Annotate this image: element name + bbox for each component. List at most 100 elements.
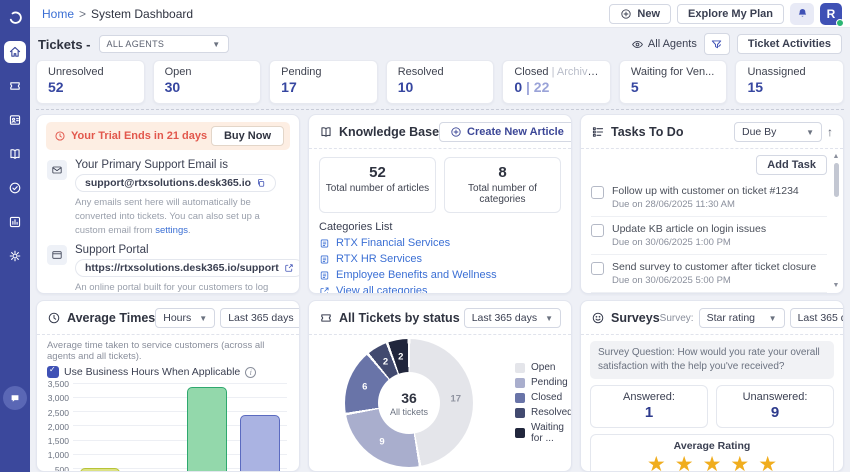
ticket-activities-button[interactable]: Ticket Activities bbox=[736, 34, 842, 54]
breadcrumb-separator: > bbox=[79, 6, 87, 21]
gridline bbox=[73, 453, 287, 455]
chevron-down-icon: ▼ bbox=[212, 39, 221, 49]
donut-chart[interactable]: 17 9 6 2 2 36 All tickets bbox=[345, 339, 473, 467]
y-tick-label: 1,000 bbox=[47, 450, 69, 461]
bar-plot-area: First AssignedFirst RepliedResolvedClose… bbox=[73, 383, 287, 471]
category-link[interactable]: RTX HR Services bbox=[319, 253, 561, 265]
y-tick-label: 3,500 bbox=[47, 379, 69, 389]
slice-value-label: 6 bbox=[362, 381, 368, 393]
legend-swatch bbox=[515, 392, 525, 403]
survey-range-dropdown[interactable]: Last 365 d...▼ bbox=[789, 308, 843, 328]
scroll-down-icon[interactable]: ▼ bbox=[832, 282, 840, 289]
create-article-button[interactable]: Create New Article bbox=[439, 122, 571, 142]
settings-link[interactable]: settings bbox=[155, 224, 188, 236]
ticket-status-card[interactable]: Closed | Archived 0 | 22 bbox=[502, 60, 611, 104]
y-tick-label: 2,500 bbox=[47, 407, 69, 418]
browser-window-icon bbox=[47, 245, 67, 266]
add-task-button[interactable]: Add Task bbox=[756, 155, 827, 175]
primary-email-section: Your Primary Support Email is support@rt… bbox=[37, 156, 299, 237]
ticket-status-card[interactable]: Waiting for Ven... 5 bbox=[618, 60, 728, 104]
portal-note: An online portal built for your customer… bbox=[75, 282, 269, 294]
new-button[interactable]: New bbox=[609, 3, 672, 24]
unit-dropdown[interactable]: Hours ▼ bbox=[155, 308, 216, 328]
tickets-toolbar: Tickets - ALL AGENTS ▼ All Agents Ticket … bbox=[36, 30, 844, 58]
breadcrumb-home-link[interactable]: Home bbox=[42, 6, 75, 21]
agents-dropdown[interactable]: ALL AGENTS ▼ bbox=[98, 35, 229, 53]
online-status-dot bbox=[836, 18, 844, 27]
sidebar-item-home[interactable] bbox=[4, 41, 26, 63]
knowledge-base-panel: Knowledge Base Create New Article 52 Tot… bbox=[308, 114, 572, 294]
legend-swatch bbox=[515, 407, 525, 418]
explore-plan-button[interactable]: Explore My Plan bbox=[677, 3, 784, 24]
copy-icon[interactable] bbox=[256, 178, 266, 188]
trial-info-panel: Your Trial Ends in 21 days Buy Now Your … bbox=[36, 114, 300, 294]
average-times-title: Average Times bbox=[67, 311, 156, 325]
survey-type-dropdown[interactable]: Star rating ▼ bbox=[698, 308, 785, 328]
tasks-scrollbar[interactable]: ▲ ▼ bbox=[832, 153, 840, 289]
sidebar-item-settings[interactable] bbox=[4, 245, 26, 267]
buy-now-button[interactable]: Buy Now bbox=[210, 126, 284, 146]
status-range-dropdown[interactable]: Last 365 days ▼ bbox=[463, 308, 561, 328]
info-icon[interactable]: i bbox=[245, 366, 257, 378]
sidebar-item-tickets[interactable] bbox=[4, 75, 26, 97]
article-icon bbox=[320, 255, 329, 263]
category-link[interactable]: Employee Benefits and Wellness bbox=[319, 269, 561, 281]
ticket-status-card[interactable]: Pending 17 bbox=[269, 60, 378, 104]
survey-question: Survey Question: How would you rate your… bbox=[590, 341, 834, 379]
filter-button[interactable] bbox=[703, 33, 730, 55]
gridline bbox=[73, 467, 287, 469]
all-agents-view-toggle[interactable]: All Agents bbox=[631, 38, 697, 51]
ticket-status-card[interactable]: Open 30 bbox=[152, 60, 262, 104]
scrollbar-thumb[interactable] bbox=[833, 163, 839, 197]
category-link[interactable]: RTX Financial Services bbox=[319, 237, 561, 249]
help-chat-button[interactable] bbox=[3, 386, 27, 410]
average-rating-card: Average Rating ★★★★★ bbox=[590, 434, 834, 471]
ticket-icon bbox=[321, 314, 331, 322]
business-hours-checkbox[interactable] bbox=[47, 365, 59, 378]
sidebar-item-tasks[interactable] bbox=[4, 177, 26, 199]
bell-icon bbox=[798, 8, 806, 17]
answered-card: Answered: 1 bbox=[590, 385, 708, 428]
sidebar-item-contacts[interactable] bbox=[4, 109, 26, 131]
y-tick-label: 1,500 bbox=[47, 436, 69, 447]
due-by-dropdown[interactable]: Due By ▼ bbox=[734, 122, 822, 142]
slice-value-label: 2 bbox=[398, 351, 404, 363]
view-all-categories-link[interactable]: View all categories bbox=[319, 285, 561, 293]
ticket-status-card[interactable]: Resolved 10 bbox=[385, 60, 495, 104]
user-avatar[interactable]: R bbox=[820, 2, 844, 27]
task-item: Send survey to customer after ticket clo… bbox=[591, 254, 827, 292]
tasks-title: Tasks To Do bbox=[611, 125, 684, 139]
bar-first-assigned[interactable] bbox=[79, 468, 120, 471]
bar-closed[interactable] bbox=[240, 415, 281, 471]
notifications-button[interactable] bbox=[790, 2, 814, 25]
sidebar-item-reports[interactable] bbox=[4, 211, 26, 233]
avatar-initial: R bbox=[826, 6, 836, 21]
support-email-pill[interactable]: support@rtxsolutions.desk365.io bbox=[75, 174, 277, 192]
legend-item: Pending bbox=[515, 377, 571, 388]
chevron-down-icon: ▼ bbox=[199, 313, 208, 323]
survey-label: Survey: bbox=[659, 312, 694, 324]
plus-circle-icon bbox=[621, 8, 632, 19]
tickets-section-title: Tickets - bbox=[38, 36, 91, 52]
bar-resolved[interactable] bbox=[186, 386, 227, 471]
average-times-description: Average time taken to service customers … bbox=[47, 340, 265, 362]
task-checkbox[interactable] bbox=[591, 224, 604, 237]
trial-banner-text: Your Trial Ends in 21 days bbox=[71, 130, 208, 142]
ticket-status-card[interactable]: Unresolved 52 bbox=[36, 60, 145, 104]
categories-stat-card: 8 Total number of categories bbox=[444, 157, 561, 213]
external-link-icon[interactable] bbox=[284, 263, 294, 273]
support-portal-pill[interactable]: https://rtxsolutions.desk365.io/support bbox=[75, 259, 299, 278]
task-checkbox[interactable] bbox=[591, 186, 604, 199]
tickets-by-status-panel: All Tickets by status Last 365 days ▼ 17 9… bbox=[308, 300, 572, 472]
task-checkbox[interactable] bbox=[591, 262, 604, 275]
sidebar-item-knowledge-base[interactable] bbox=[4, 143, 26, 165]
ticket-status-card[interactable]: Unassigned 15 bbox=[735, 60, 845, 104]
chevron-down-icon: ▼ bbox=[806, 127, 814, 137]
chat-icon bbox=[11, 394, 18, 402]
gridline bbox=[73, 425, 287, 427]
scroll-up-icon[interactable]: ▲ bbox=[832, 153, 840, 160]
sort-direction-button[interactable]: ↑ bbox=[827, 125, 833, 139]
page-title: System Dashboard bbox=[91, 6, 194, 21]
avg-range-dropdown[interactable]: Last 365 days▼ bbox=[220, 308, 299, 328]
